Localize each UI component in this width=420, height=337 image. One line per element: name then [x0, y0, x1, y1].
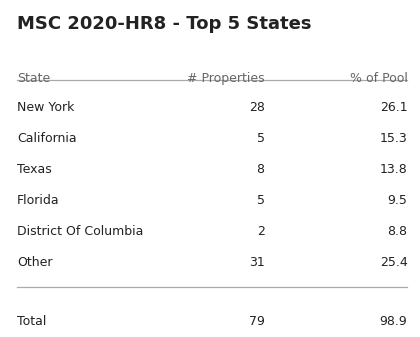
Text: 8: 8 — [257, 163, 265, 176]
Text: 28: 28 — [249, 101, 265, 114]
Text: % of Pool: % of Pool — [349, 72, 407, 86]
Text: District Of Columbia: District Of Columbia — [17, 225, 143, 238]
Text: # Properties: # Properties — [187, 72, 265, 86]
Text: 15.3: 15.3 — [380, 132, 407, 145]
Text: Florida: Florida — [17, 194, 59, 207]
Text: New York: New York — [17, 101, 74, 114]
Text: 2: 2 — [257, 225, 265, 238]
Text: MSC 2020-HR8 - Top 5 States: MSC 2020-HR8 - Top 5 States — [17, 15, 311, 33]
Text: 25.4: 25.4 — [380, 256, 407, 269]
Text: Total: Total — [17, 315, 46, 328]
Text: California: California — [17, 132, 76, 145]
Text: 31: 31 — [249, 256, 265, 269]
Text: 9.5: 9.5 — [388, 194, 407, 207]
Text: 5: 5 — [257, 132, 265, 145]
Text: 5: 5 — [257, 194, 265, 207]
Text: Other: Other — [17, 256, 52, 269]
Text: 26.1: 26.1 — [380, 101, 407, 114]
Text: Texas: Texas — [17, 163, 52, 176]
Text: 79: 79 — [249, 315, 265, 328]
Text: 13.8: 13.8 — [380, 163, 407, 176]
Text: State: State — [17, 72, 50, 86]
Text: 8.8: 8.8 — [387, 225, 407, 238]
Text: 98.9: 98.9 — [380, 315, 407, 328]
